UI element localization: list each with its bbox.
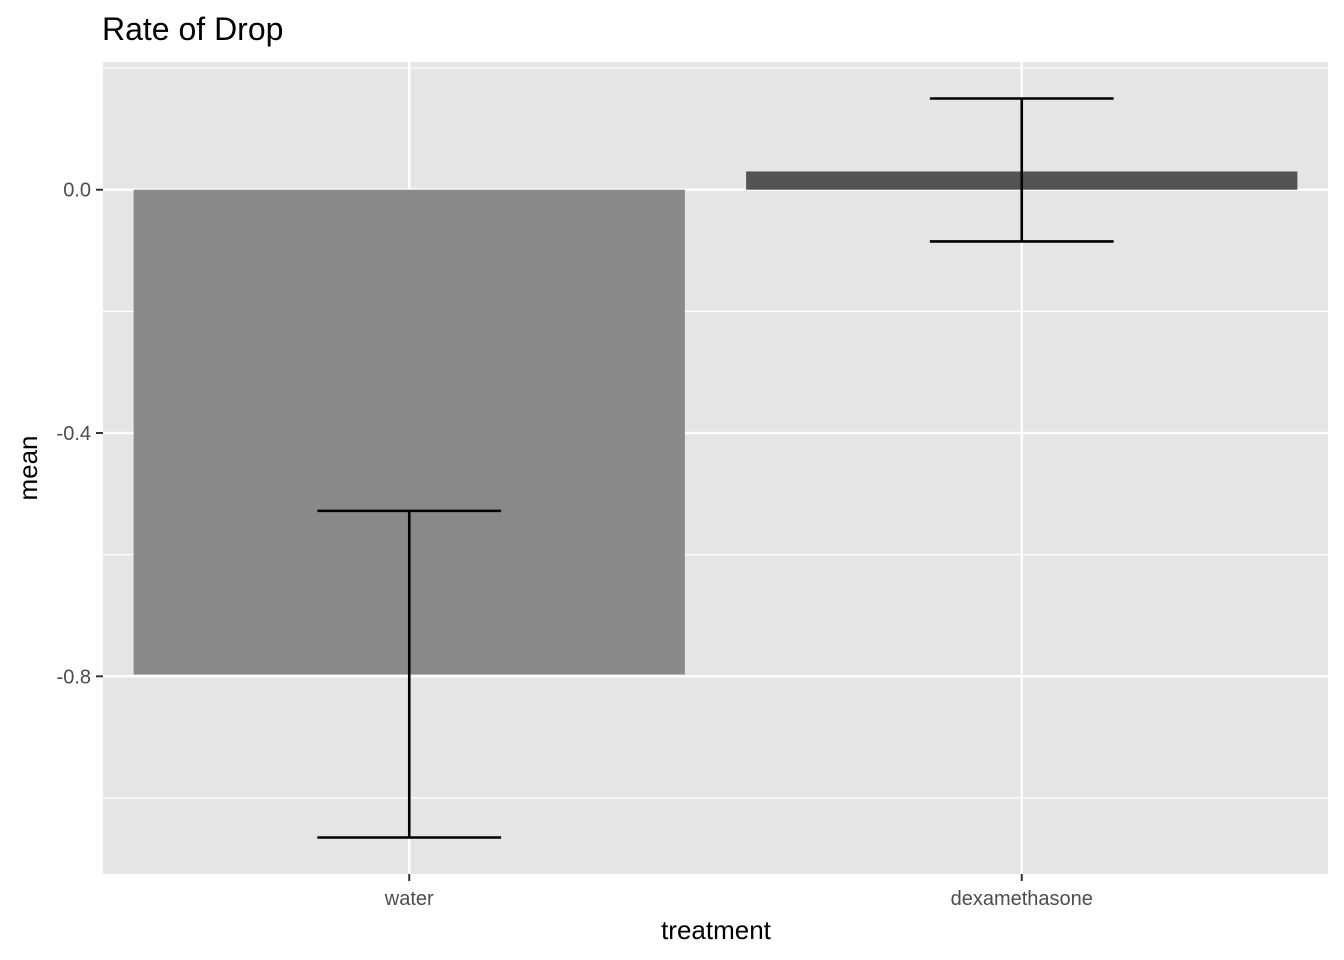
chart-title: Rate of Drop <box>102 11 283 47</box>
x-tick-label: water <box>384 888 434 910</box>
y-tick-label: 0.0 <box>63 180 91 202</box>
error-bars <box>317 97 1114 839</box>
y-axis: 0.0 -0.4 -0.8 <box>57 180 103 688</box>
x-axis-title: treatment <box>661 915 772 945</box>
y-tick-label: -0.8 <box>57 666 91 688</box>
x-axis: water dexamethasone <box>384 874 1093 910</box>
y-tick-label: -0.4 <box>57 423 91 445</box>
y-axis-title: mean <box>13 435 43 500</box>
x-tick-label: dexamethasone <box>951 888 1093 910</box>
